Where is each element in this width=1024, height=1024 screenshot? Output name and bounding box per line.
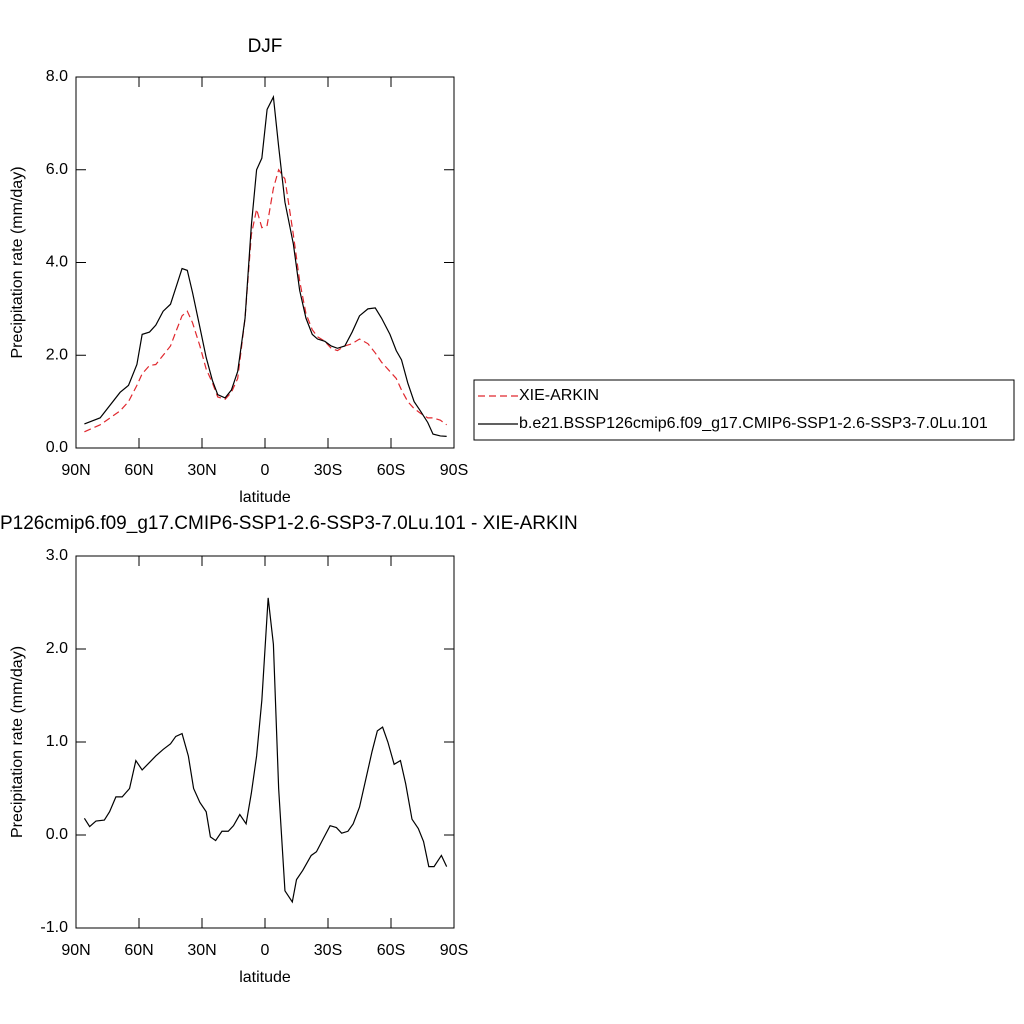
data-line — [83, 597, 448, 904]
x-tick-label: 90S — [440, 942, 468, 959]
legend-label: XIE-ARKIN — [519, 387, 599, 404]
y-tick-label: 4.0 — [46, 254, 68, 271]
y-tick-label: 0.0 — [46, 826, 68, 843]
x-tick-label: 30N — [187, 462, 216, 479]
x-tick-label: 90S — [440, 462, 468, 479]
x-tick-label: 30S — [314, 942, 342, 959]
chart-title: P126cmip6.f09_g17.CMIP6-SSP1-2.6-SSP3-7.… — [0, 513, 578, 534]
y-axis-label: Precipitation rate (mm/day) — [9, 166, 26, 358]
y-tick-label: -1.0 — [40, 919, 68, 936]
x-tick-label: 30S — [314, 462, 342, 479]
y-tick-label: 3.0 — [46, 547, 68, 564]
chart-title: DJF — [248, 36, 283, 57]
x-tick-label: 60N — [124, 462, 153, 479]
plot-frame — [75, 555, 455, 929]
y-tick-label: 2.0 — [46, 346, 68, 363]
data-line — [84, 168, 448, 433]
x-tick-label: 90N — [61, 942, 90, 959]
x-tick-label: 0 — [261, 942, 270, 959]
legend-label: b.e21.BSSP126cmip6.f09_g17.CMIP6-SSP1-2.… — [519, 415, 988, 432]
y-tick-label: 2.0 — [46, 640, 68, 657]
y-tick-label: 8.0 — [46, 68, 68, 85]
x-tick-label: 30N — [187, 942, 216, 959]
y-tick-label: 6.0 — [46, 161, 68, 178]
y-tick-label: 1.0 — [46, 733, 68, 750]
x-axis-label: latitude — [239, 489, 291, 506]
y-axis-label: Precipitation rate (mm/day) — [9, 646, 26, 838]
x-axis-label: latitude — [239, 969, 291, 986]
x-tick-label: 60N — [124, 942, 153, 959]
x-tick-label: 60S — [377, 942, 405, 959]
legend-box — [473, 379, 1015, 441]
y-tick-label: 0.0 — [46, 439, 68, 456]
plot-frame — [75, 76, 455, 449]
x-tick-label: 60S — [377, 462, 405, 479]
x-tick-label: 0 — [261, 462, 270, 479]
data-line — [84, 94, 447, 438]
x-tick-label: 90N — [61, 462, 90, 479]
